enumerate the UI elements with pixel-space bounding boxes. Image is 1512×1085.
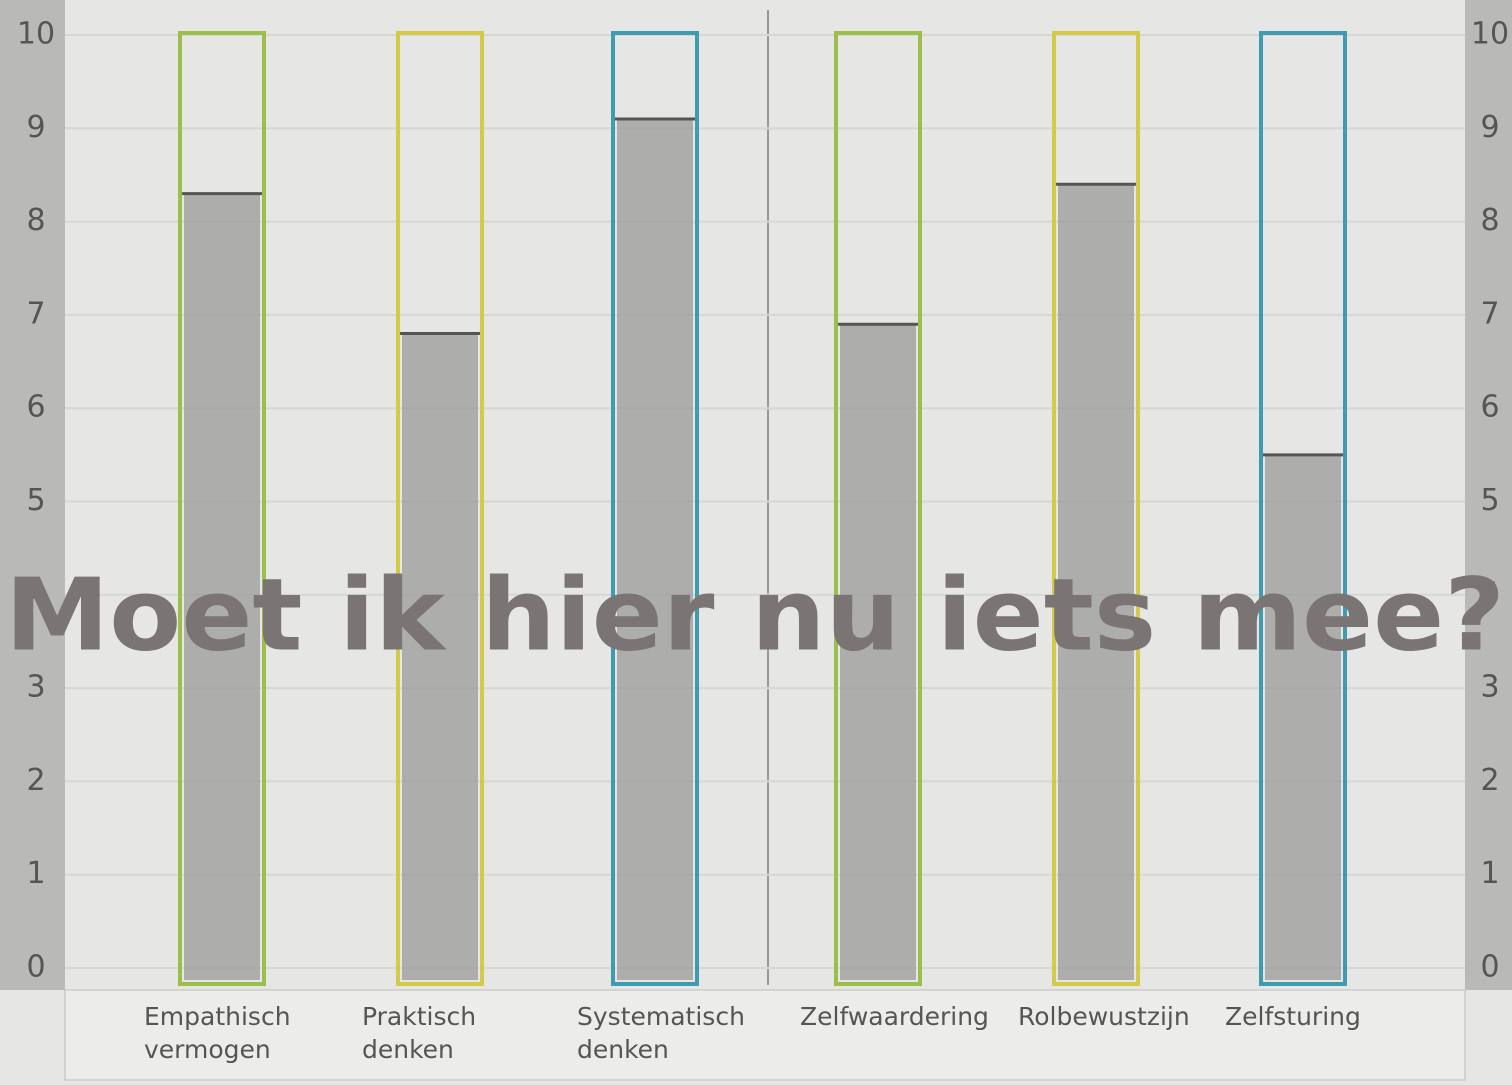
y2-tick-label: 7: [1480, 296, 1499, 331]
y-tick-label: 7: [26, 296, 45, 331]
bar: [617, 118, 693, 981]
bar: [1265, 454, 1341, 981]
y2-tick-label: 8: [1480, 203, 1499, 238]
y-tick-label: 9: [26, 110, 45, 145]
y-tick-label: 8: [26, 203, 45, 238]
x-tick-label: Empathisch vermogen: [144, 1002, 291, 1064]
y2-tick-label: 10: [1471, 17, 1509, 52]
x-tick-label: Systematisch denken: [577, 1002, 745, 1064]
y-tick-label: 5: [26, 483, 45, 518]
x-tick-label: Zelfsturing: [1225, 1002, 1361, 1031]
bar: [1058, 184, 1134, 980]
bar-outline: [1259, 31, 1347, 986]
label-band: [64, 989, 1466, 1081]
right-axis-strip: [1465, 0, 1512, 990]
bar-outline: [834, 31, 922, 986]
y2-tick-label: 6: [1480, 390, 1499, 425]
x-tick-label: Praktisch denken: [362, 1002, 477, 1064]
y2-tick-label: 2: [1480, 763, 1499, 798]
bar-outline: [611, 31, 699, 986]
left-axis-strip: [0, 0, 65, 990]
y-tick-label: 10: [17, 17, 55, 52]
bar-outline: [178, 31, 266, 986]
y-tick-label: 4: [26, 576, 45, 611]
y2-tick-label: 1: [1480, 856, 1499, 891]
y2-tick-label: 0: [1480, 950, 1499, 985]
y-tick-label: 2: [26, 763, 45, 798]
x-tick-label: Rolbewustzijn: [1018, 1002, 1190, 1031]
y-tick-label: 6: [26, 390, 45, 425]
y2-tick-label: 9: [1480, 110, 1499, 145]
annotation: Moet ik hier nu iets mee?: [5, 556, 1505, 673]
bar-outline: [396, 31, 484, 986]
y-tick-label: 3: [26, 670, 45, 705]
y2-tick-label: 3: [1480, 670, 1499, 705]
y-tick-label: 1: [26, 856, 45, 891]
bar-outline: [1052, 31, 1140, 986]
x-tick-label: Zelfwaardering: [800, 1002, 989, 1031]
y2-tick-label: 4: [1480, 576, 1499, 611]
y-tick-label: 0: [26, 950, 45, 985]
bar: [840, 324, 916, 981]
bar: [184, 193, 260, 981]
bar: [402, 333, 478, 980]
y2-tick-label: 5: [1480, 483, 1499, 518]
